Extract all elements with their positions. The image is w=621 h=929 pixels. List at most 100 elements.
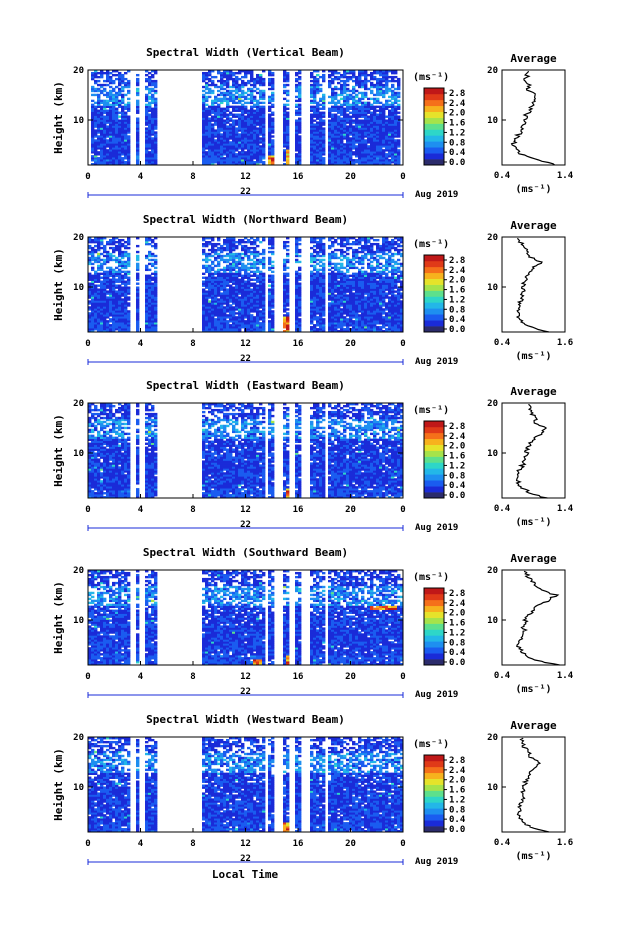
heatmap-cell: [214, 75, 218, 79]
heatmap-cell: [217, 99, 221, 103]
heatmap-cell: [97, 125, 101, 128]
heatmap-cell: [205, 141, 209, 144]
heatmap-cell: [148, 268, 152, 272]
heatmap-cell: [211, 141, 215, 144]
heatmap-cell: [232, 85, 236, 89]
heatmap-cell: [154, 117, 158, 120]
heatmap-cell: [226, 91, 230, 95]
heatmap-cell: [217, 260, 221, 264]
heatmap-cell: [220, 111, 224, 114]
heatmap-cell: [112, 89, 116, 93]
heatmap-cell: [217, 105, 221, 109]
heatmap-cell: [271, 77, 275, 81]
heatmap-cell: [115, 101, 119, 105]
heatmap-cell: [397, 99, 401, 103]
heatmap-cell: [256, 75, 260, 79]
heatmap-cell: [148, 258, 152, 262]
heatmap-cell: [262, 161, 266, 164]
heatmap-cell: [268, 77, 272, 81]
heatmap-cell: [109, 137, 113, 140]
heatmap-cell: [253, 161, 257, 164]
heatmap-cell: [97, 129, 101, 132]
heatmap-cell: [121, 139, 125, 142]
heatmap-cell: [259, 73, 263, 77]
heatmap-cell: [259, 258, 263, 262]
heatmap-cell: [91, 115, 95, 118]
heatmap-cell: [229, 153, 233, 156]
heatmap-cell: [250, 123, 254, 126]
heatmap-cell: [118, 79, 122, 83]
heatmap-cell: [238, 121, 242, 124]
heatmap-cell: [259, 111, 263, 114]
heatmap-cell: [91, 139, 95, 142]
heatmap-cell: [109, 79, 113, 83]
heatmap-cell: [223, 143, 227, 146]
heatmap-cell: [394, 91, 398, 95]
heatmap-cell: [310, 113, 314, 116]
heatmap-cell: [154, 266, 158, 270]
heatmap-cell: [391, 101, 395, 105]
heatmap-cell: [94, 131, 98, 134]
heatmap-cell: [232, 101, 236, 105]
heatmap-cell: [241, 157, 245, 160]
heatmap-cell: [388, 103, 392, 107]
heatmap-cell: [205, 161, 209, 164]
heatmap-cell: [148, 129, 152, 132]
heatmap-cell: [208, 109, 212, 112]
heatmap-cell: [217, 89, 221, 93]
heatmap-cell: [250, 143, 254, 146]
heatmap-cell: [97, 161, 101, 164]
heatmap-cell: [238, 278, 242, 281]
heatmap-cell: [151, 81, 155, 85]
heatmap-cell: [211, 272, 215, 276]
heatmap-cell: [256, 103, 260, 107]
heatmap-cell: [148, 141, 152, 144]
heatmap-cell: [106, 71, 110, 75]
heatmap-cell: [226, 145, 230, 148]
heatmap-cell: [100, 145, 104, 148]
heatmap-cell: [259, 105, 263, 109]
heatmap-cell: [127, 163, 131, 166]
heatmap-cell: [103, 87, 107, 91]
heatmap-cell: [238, 137, 242, 140]
heatmap-cell: [91, 99, 95, 103]
heatmap-cell: [208, 155, 212, 158]
heatmap-cell: [241, 153, 245, 156]
heatmap-cell: [214, 115, 218, 118]
heatmap-cell: [250, 282, 254, 285]
heatmap-cell: [328, 101, 332, 105]
heatmap-cell: [262, 151, 266, 154]
heatmap-cell: [97, 87, 101, 91]
heatmap-cell: [223, 125, 227, 128]
month-label: Aug 2019: [415, 190, 458, 200]
heatmap-cell: [268, 95, 272, 99]
heatmap-cell: [355, 75, 359, 79]
heatmap-cell: [385, 153, 389, 156]
heatmap-cell: [223, 81, 227, 85]
heatmap-cell: [202, 95, 206, 99]
heatmap-cell: [217, 109, 221, 112]
heatmap-cell: [244, 141, 248, 144]
heatmap-cell: [223, 115, 227, 118]
heatmap-cell: [217, 141, 221, 144]
heatmap-cell: [205, 107, 209, 110]
heatmap-cell: [109, 113, 113, 116]
heatmap-cell: [382, 149, 386, 152]
heatmap-cell: [202, 73, 206, 77]
heatmap-cell: [202, 147, 206, 150]
heatmap-cell: [250, 87, 254, 91]
heatmap-cell: [238, 161, 242, 164]
heatmap-cell: [226, 117, 230, 120]
heatmap-cell: [295, 103, 299, 107]
heatmap-cell: [217, 133, 221, 136]
heatmap-cell: [229, 131, 233, 134]
heatmap-cell: [247, 71, 251, 75]
heatmap-cell: [223, 161, 227, 164]
heatmap-cell: [118, 87, 122, 91]
heatmap-cell: [214, 264, 218, 268]
heatmap-cell: [262, 141, 266, 144]
heatmap-cell: [100, 109, 104, 112]
heatmap-cell: [235, 240, 239, 244]
heatmap-cell: [241, 99, 245, 103]
heatmap-cell: [109, 141, 113, 144]
